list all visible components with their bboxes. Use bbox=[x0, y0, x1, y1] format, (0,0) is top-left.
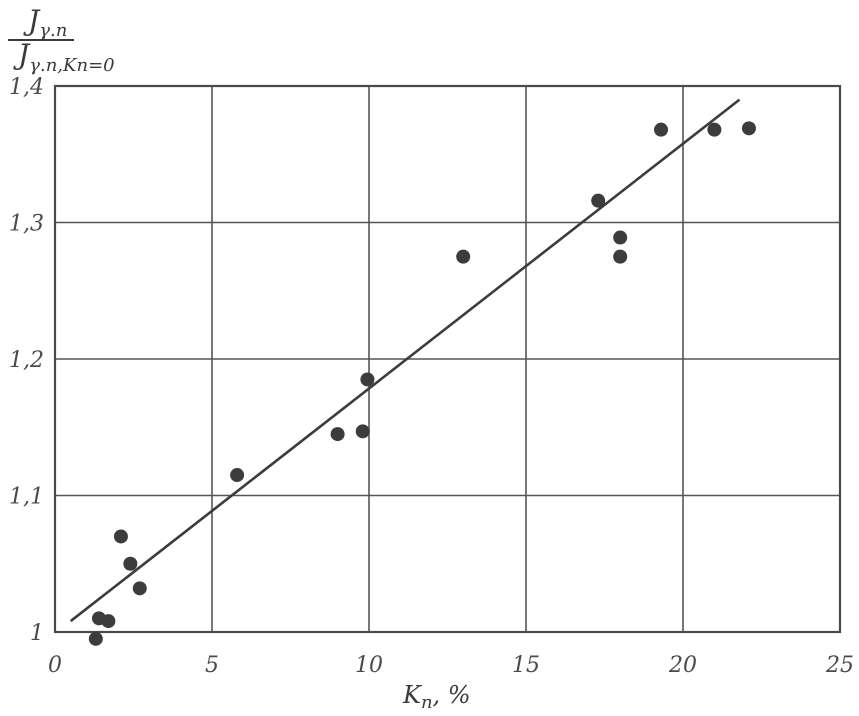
data-point-11 bbox=[591, 193, 606, 208]
y-label-numerator: Jγ.n bbox=[23, 4, 67, 41]
data-point-2 bbox=[101, 614, 116, 629]
x-tick-label-4: 20 bbox=[668, 653, 697, 678]
x-label-unit: , % bbox=[433, 681, 471, 709]
y-tick-labels: 1 1,1 1,2 1,3 1,4 bbox=[9, 75, 44, 646]
y-tick-label-2: 1,2 bbox=[9, 348, 44, 373]
fit-line bbox=[69, 98, 741, 623]
y-label-num-sub: γ.n bbox=[39, 20, 67, 41]
y-tick-label-4: 1,4 bbox=[9, 75, 44, 100]
data-point-10 bbox=[456, 249, 471, 264]
data-point-5 bbox=[132, 581, 147, 596]
x-tick-label-2: 10 bbox=[355, 653, 383, 678]
data-point-9 bbox=[360, 372, 375, 387]
y-axis-label: Jγ.n Jγ.n,Kn=0 bbox=[8, 4, 115, 76]
y-tick-label-0: 1 bbox=[30, 621, 44, 646]
x-label-sub: n bbox=[421, 692, 433, 713]
data-point-7 bbox=[330, 427, 345, 442]
data-point-15 bbox=[707, 122, 722, 137]
y-tick-label-3: 1,3 bbox=[9, 212, 44, 237]
y-label-denominator: Jγ.n,Kn=0 bbox=[13, 38, 115, 76]
data-point-16 bbox=[741, 121, 756, 136]
data-points bbox=[88, 121, 756, 646]
x-axis-label: Kn, % bbox=[402, 681, 471, 713]
x-tick-label-1: 5 bbox=[205, 653, 219, 678]
data-point-12 bbox=[613, 230, 628, 245]
x-label-main: K bbox=[402, 681, 423, 709]
data-point-4 bbox=[123, 556, 138, 571]
y-tick-label-1: 1,1 bbox=[9, 485, 44, 510]
x-tick-label-5: 25 bbox=[825, 653, 854, 678]
x-tick-labels: 0 5 10 15 20 25 bbox=[48, 653, 854, 678]
data-point-14 bbox=[654, 122, 669, 137]
y-label-den-main: J bbox=[13, 38, 31, 71]
data-point-13 bbox=[613, 249, 628, 264]
data-point-8 bbox=[355, 424, 370, 439]
data-point-0 bbox=[88, 631, 103, 646]
plot-frame bbox=[53, 84, 842, 634]
x-tick-label-3: 15 bbox=[512, 653, 540, 678]
y-label-den-sub: γ.n,Kn=0 bbox=[29, 55, 114, 76]
data-point-6 bbox=[230, 468, 245, 483]
grid bbox=[55, 86, 840, 632]
data-point-3 bbox=[113, 529, 128, 544]
x-tick-label-0: 0 bbox=[48, 653, 62, 678]
y-label-num-main: J bbox=[23, 4, 41, 37]
